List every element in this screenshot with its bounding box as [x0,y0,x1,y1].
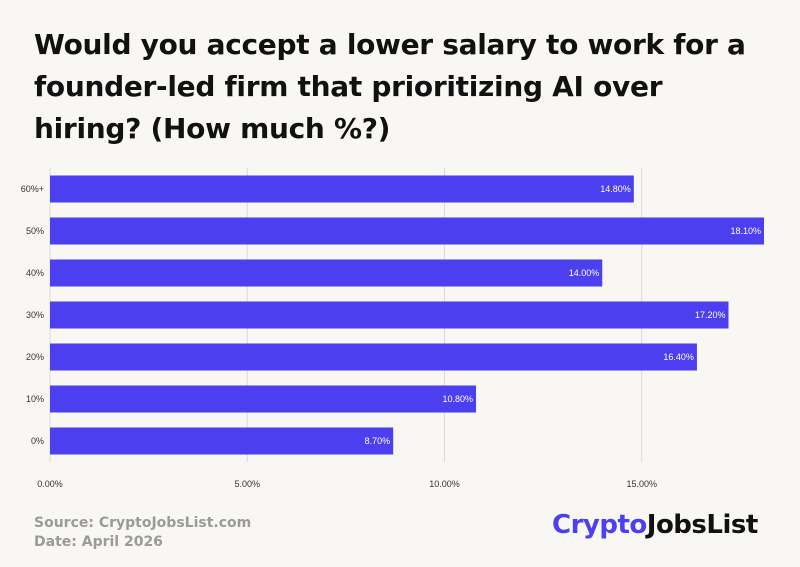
date-text: Date: April 2026 [34,534,163,550]
bar-value-label: 17.20% [695,310,726,320]
bar [50,175,634,203]
brand-logo: CryptoJobsList [552,510,758,540]
brand-text: CryptoJobsList [552,510,758,540]
x-tick-label: 5.00% [234,479,260,489]
y-tick-label: 0% [31,436,44,446]
y-tick-label: 20% [26,352,44,362]
bar [50,343,697,371]
x-tick-label: 15.00% [626,479,657,489]
bar-value-label: 18.10% [730,226,761,236]
bar [50,301,729,329]
y-tick-label: 10% [26,394,44,404]
brand-text-part-2: JobsList [646,510,759,540]
x-tick-label: 0.00% [37,479,63,489]
source-text: Source: CryptoJobsList.com [34,515,252,531]
bar-value-label: 14.80% [600,184,631,194]
y-tick-label: 40% [26,268,44,278]
y-tick-label: 60%+ [21,184,44,194]
bar [50,259,603,287]
bar [50,385,477,413]
x-tick-label: 10.00% [429,479,460,489]
bar-value-label: 8.70% [365,436,391,446]
bar-value-label: 14.00% [569,268,600,278]
bar [50,427,394,455]
bar [50,217,764,245]
bar-value-label: 10.80% [443,394,474,404]
brand-text-part-1: Crypto [552,510,647,540]
y-tick-label: 50% [26,226,44,236]
y-tick-label: 30% [26,310,44,320]
chart-title: Would you accept a lower salary to work … [34,28,746,145]
source-block: Source: CryptoJobsList.com Date: April 2… [34,514,251,552]
bar-value-label: 16.40% [663,352,694,362]
